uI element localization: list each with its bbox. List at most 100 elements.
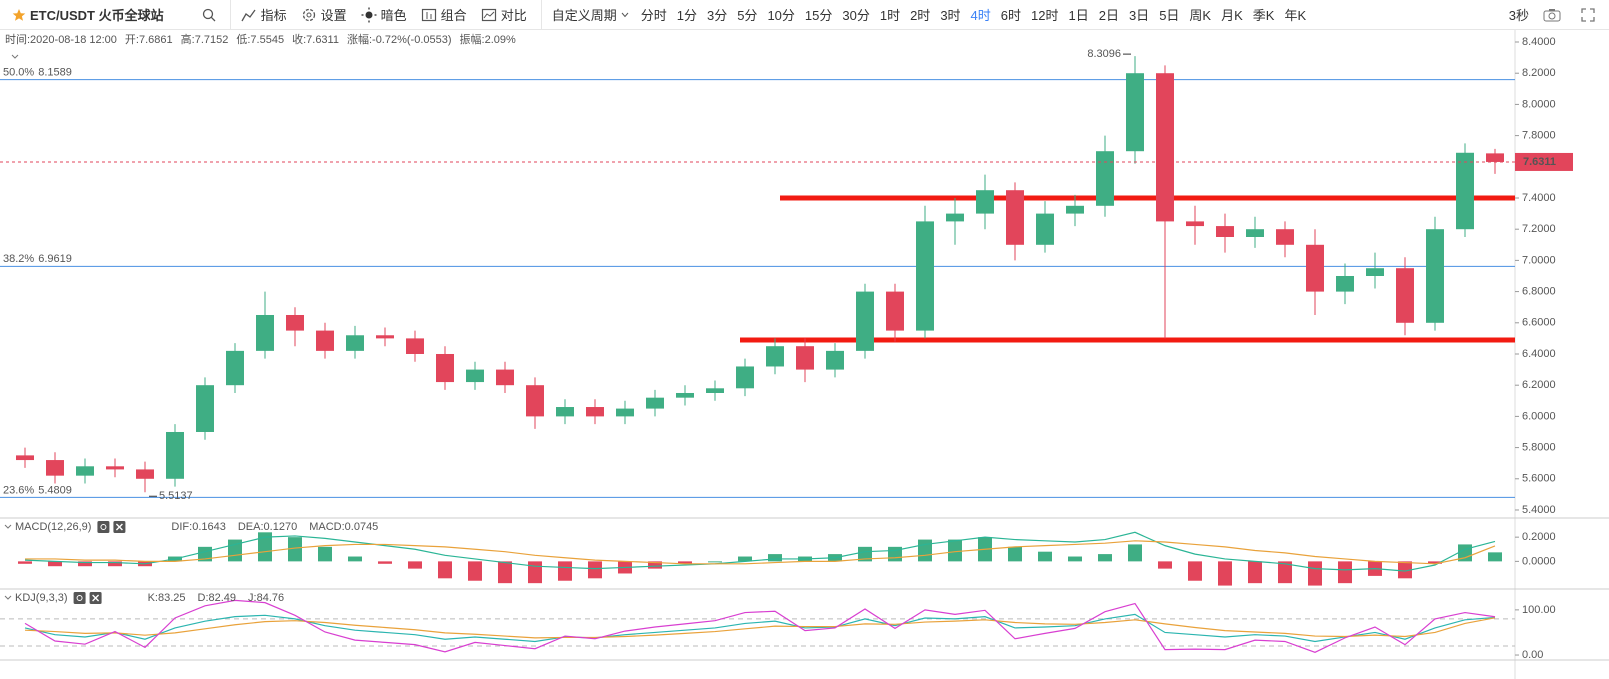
candle-body xyxy=(346,335,364,351)
candle-body xyxy=(46,460,64,476)
histogram-bar xyxy=(1308,561,1322,586)
histogram-bar xyxy=(588,561,602,579)
histogram-bar xyxy=(1488,552,1502,562)
y-tick-label: 8.2000 xyxy=(1522,67,1556,79)
period[interactable]: 4时 xyxy=(970,8,991,23)
tool-icon xyxy=(421,8,436,21)
period[interactable]: 1分 xyxy=(676,8,697,23)
separator xyxy=(540,0,542,30)
period[interactable]: 月K xyxy=(1221,8,1243,23)
period[interactable]: 年K xyxy=(1284,8,1307,23)
period[interactable]: 5日 xyxy=(1159,8,1180,23)
candle-body xyxy=(706,388,724,393)
panel-title: MACD(12,26,9) xyxy=(15,521,91,533)
candle-body xyxy=(526,385,544,417)
histogram-bar xyxy=(408,561,422,569)
y-tick-label: 0.00 xyxy=(1522,649,1543,661)
camera-icon[interactable] xyxy=(1543,8,1561,22)
y-tick-label: 8.4000 xyxy=(1522,36,1556,48)
indicator-line xyxy=(24,531,1496,572)
info-label: 涨幅: xyxy=(347,33,372,46)
histogram-bar xyxy=(438,561,452,579)
period[interactable]: 3时 xyxy=(940,8,961,23)
y-tick-label: 7.8000 xyxy=(1522,130,1556,142)
candle-body xyxy=(886,291,904,331)
tool[interactable]: 设置 xyxy=(301,5,347,24)
fib-label: 38.2% xyxy=(3,253,34,265)
period[interactable]: 周K xyxy=(1189,8,1212,23)
period[interactable]: 1时 xyxy=(879,8,901,23)
legend-name: DEA: xyxy=(238,521,264,533)
candle-body xyxy=(1336,275,1354,292)
candle-body xyxy=(556,407,574,417)
candle-body xyxy=(1276,229,1294,245)
tool[interactable]: 对比 xyxy=(481,5,527,24)
histogram-bar xyxy=(1098,554,1112,562)
candle-body xyxy=(76,466,94,476)
tool[interactable]: 指标 xyxy=(241,5,287,24)
fullscreen-icon[interactable] xyxy=(1581,7,1595,22)
period[interactable]: 季K xyxy=(1252,8,1275,23)
tool[interactable]: 组合 xyxy=(421,5,467,24)
star-icon xyxy=(12,8,26,21)
period[interactable]: 15分 xyxy=(804,8,833,23)
histogram-bar xyxy=(258,532,272,562)
histogram-bar xyxy=(288,537,302,562)
y-tick-label: 6.6000 xyxy=(1522,317,1556,329)
period[interactable]: 2时 xyxy=(910,8,931,23)
tool[interactable]: 暗色 xyxy=(361,5,407,24)
candle-body xyxy=(946,213,964,222)
period[interactable]: 2日 xyxy=(1098,8,1119,23)
candle-body xyxy=(826,350,844,370)
symbol-text: ETC/USDT 火币全球站 xyxy=(30,8,164,23)
candle-body xyxy=(1396,268,1414,323)
y-tick-label: 7.2000 xyxy=(1522,223,1556,235)
period[interactable]: 3日 xyxy=(1128,8,1150,23)
tool-label: 对比 xyxy=(500,8,527,23)
period[interactable]: 30分 xyxy=(842,8,870,23)
period[interactable]: 5分 xyxy=(737,8,758,23)
histogram-bar xyxy=(708,561,722,563)
tool-icon xyxy=(302,8,315,21)
legend-value: 83.25 xyxy=(158,592,186,604)
y-tick-label: 0.2000 xyxy=(1522,531,1556,543)
period[interactable]: 10分 xyxy=(767,8,795,23)
refresh[interactable]: 3秒 xyxy=(1508,8,1529,23)
y-tick-label: 0.0000 xyxy=(1522,555,1556,567)
candle-body xyxy=(1036,213,1054,245)
tool-icon xyxy=(241,9,256,21)
tool-label: 设置 xyxy=(320,8,347,23)
info-time: 时间:2020-08-18 12:00 xyxy=(5,33,117,46)
candle-body xyxy=(286,314,304,331)
info-value: -0.72%(-0.0553) xyxy=(372,34,452,46)
period[interactable]: 3分 xyxy=(706,8,728,23)
y-tick-label: 5.8000 xyxy=(1522,441,1556,453)
histogram-bar xyxy=(1338,561,1352,584)
period[interactable]: 1日 xyxy=(1068,8,1089,23)
candle-body xyxy=(196,385,214,432)
period[interactable]: 6时 xyxy=(1000,8,1022,23)
histogram-bar xyxy=(678,561,692,564)
period[interactable]: 分时 xyxy=(640,8,667,23)
legend-name: D: xyxy=(198,592,209,604)
symbol[interactable]: ETC/USDT 火币全球站 xyxy=(12,5,164,24)
period[interactable]: 12时 xyxy=(1031,8,1059,23)
candle-body xyxy=(1126,73,1144,152)
search-icon[interactable] xyxy=(202,8,216,22)
histogram-bar xyxy=(1188,561,1202,581)
histogram-bar xyxy=(318,546,332,562)
period-list: 分时 1分 3分 5分 10分 15分 30分 1时 2时 3时 4时 6时 12时 1日 2日 3日 5日 周K… xyxy=(641,5,1316,24)
settings-icon xyxy=(97,521,110,533)
custom-period[interactable]: 自定义周期 xyxy=(552,5,629,24)
max-label: 8.3096 xyxy=(1087,48,1121,60)
histogram-bar xyxy=(1068,556,1082,562)
indicator-line xyxy=(25,540,1496,565)
collapse-icon xyxy=(11,54,19,59)
legend-name: K: xyxy=(148,592,158,604)
y-tick-label: 6.0000 xyxy=(1522,410,1556,422)
fib-label: 50.0% xyxy=(3,67,34,79)
fib-label: 23.6% xyxy=(3,484,34,496)
separator xyxy=(229,0,231,30)
